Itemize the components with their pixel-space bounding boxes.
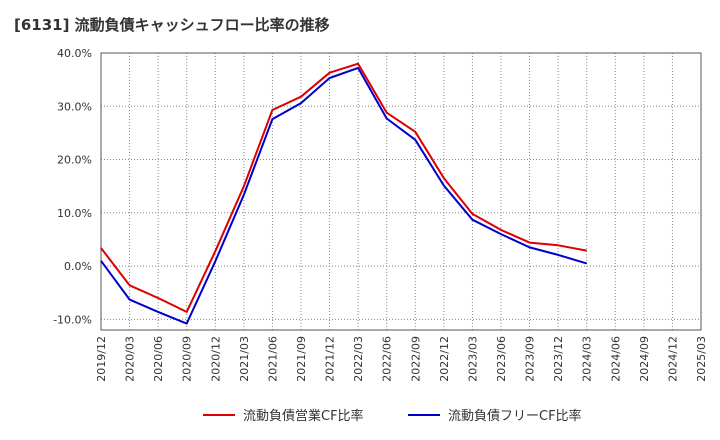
x-tick-label: 2019/12 [95, 336, 108, 382]
series-line [100, 66, 587, 325]
y-tick-label: 20.0% [57, 154, 92, 167]
legend-label: 流動負債営業CF比率 [243, 408, 364, 424]
x-axis: 2019/12 2020/03 2020/06 2020/09 2020/12 2021/… [95, 336, 708, 382]
chart-title: [6131] 流動負債キャッシュフロー比率の推移 [14, 16, 330, 34]
x-tick-label: 2022/12 [438, 336, 451, 382]
x-tick-label: 2023/03 [466, 336, 479, 382]
x-tick-label: 2021/06 [266, 336, 279, 382]
x-tick-label: 2024/06 [609, 336, 622, 382]
x-tick-label: 2022/06 [381, 336, 394, 382]
x-tick-label: 2022/03 [352, 336, 365, 382]
x-tick-label: 2024/03 [581, 336, 594, 382]
x-tick-label: 2021/12 [324, 336, 337, 382]
y-tick-label: 40.0% [57, 47, 92, 60]
x-tick-label: 2023/06 [495, 336, 508, 382]
x-tick-label: 2021/03 [238, 336, 251, 382]
x-tick-label: 2022/09 [409, 336, 422, 382]
x-tick-label: 2021/09 [295, 336, 308, 382]
y-tick-label: 30.0% [57, 100, 92, 113]
x-tick-label: 2025/03 [695, 336, 708, 382]
y-tick-label: -10.0% [53, 313, 92, 326]
x-tick-label: 2024/09 [638, 336, 651, 382]
x-tick-label: 2024/12 [666, 336, 679, 382]
y-tick-label: 0.0% [64, 260, 92, 273]
legend: 流動負債営業CF比率 流動負債フリーCF比率 [203, 408, 582, 424]
x-tick-label: 2020/12 [209, 336, 222, 382]
grid-lines [101, 53, 701, 330]
legend-label: 流動負債フリーCF比率 [448, 408, 582, 424]
series-line [100, 62, 587, 313]
x-tick-label: 2023/12 [552, 336, 565, 382]
x-tick-label: 2020/09 [181, 336, 194, 382]
series-lines [100, 62, 587, 325]
x-tick-label: 2023/09 [524, 336, 537, 382]
plot-area [100, 52, 702, 331]
x-tick-label: 2020/06 [152, 336, 165, 382]
x-tick-label: 2020/03 [124, 336, 137, 382]
y-tick-label: 10.0% [57, 207, 92, 220]
y-axis: -10.0% 0.0% 10.0% 20.0% 30.0% 40.0% [53, 47, 92, 326]
